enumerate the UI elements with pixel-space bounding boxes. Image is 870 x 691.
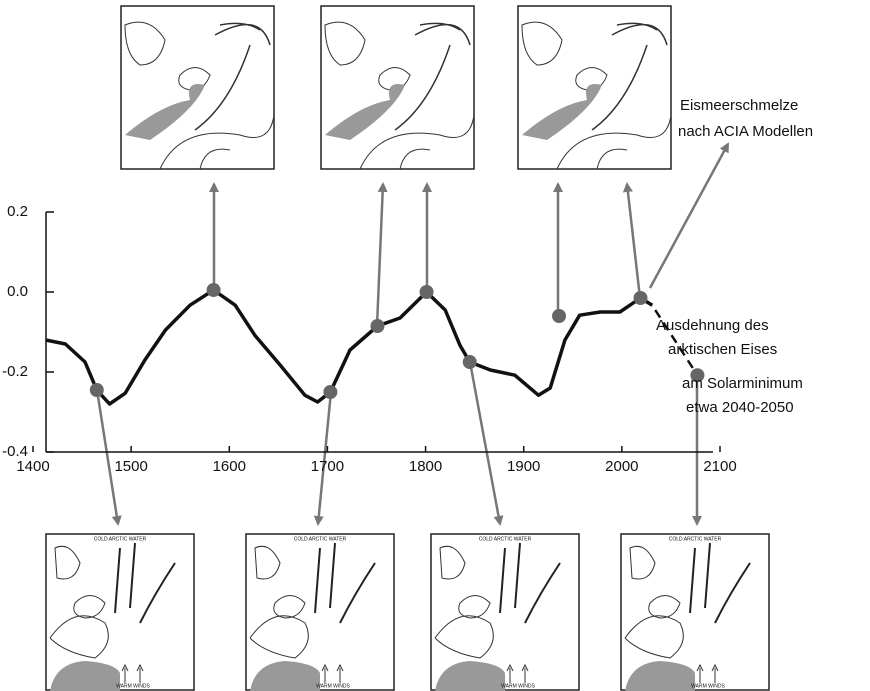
x-tick-label: 1800 xyxy=(409,458,442,475)
chart: COLD ARCTIC WATER WARM WINDS COLD ARCTIC W… xyxy=(0,0,870,691)
arrow xyxy=(627,184,640,298)
x-tick-label: 1700 xyxy=(311,458,344,475)
map xyxy=(518,6,671,169)
map-label: WARM WINDS xyxy=(501,683,535,689)
map xyxy=(121,6,274,169)
map xyxy=(621,534,769,691)
point xyxy=(370,319,384,333)
x-tick-label: 1500 xyxy=(114,458,147,475)
x-tick-label: 2000 xyxy=(605,458,638,475)
map-label: COLD ARCTIC WATER xyxy=(294,536,347,542)
point xyxy=(552,309,566,323)
y-tick-label: -0.2 xyxy=(2,363,28,380)
x-tick-label: 1900 xyxy=(507,458,540,475)
annotation: Ausdehnung des xyxy=(656,317,769,334)
x-tick-label: 1600 xyxy=(213,458,246,475)
map-label: COLD ARCTIC WATER xyxy=(94,536,147,542)
x-tick-label: 1400 xyxy=(16,458,49,475)
point xyxy=(634,291,648,305)
annotation: arktischen Eises xyxy=(668,341,777,358)
line xyxy=(46,290,653,404)
point xyxy=(463,355,477,369)
x-tick-label: 2100 xyxy=(703,458,736,475)
map xyxy=(321,6,474,169)
map xyxy=(46,534,194,691)
annotation: Eismeerschmelze xyxy=(680,97,798,114)
point xyxy=(420,285,434,299)
annotation: nach ACIA Modellen xyxy=(678,123,813,140)
annotation: am Solarminimum xyxy=(682,375,803,392)
point xyxy=(323,385,337,399)
y-tick-label: 0.0 xyxy=(7,283,28,300)
annotation: etwa 2040-2050 xyxy=(686,399,794,416)
map xyxy=(431,534,579,691)
y-tick-label: 0.2 xyxy=(7,203,28,220)
map-label: WARM WINDS xyxy=(691,683,725,689)
point xyxy=(90,383,104,397)
map-label: COLD ARCTIC WATER xyxy=(669,536,722,542)
map xyxy=(246,534,394,691)
map-label: WARM WINDS xyxy=(316,683,350,689)
point xyxy=(207,283,221,297)
map-label: COLD ARCTIC WATER xyxy=(479,536,532,542)
map-label: WARM WINDS xyxy=(116,683,150,689)
arrow xyxy=(470,362,500,524)
arrow xyxy=(377,184,383,326)
